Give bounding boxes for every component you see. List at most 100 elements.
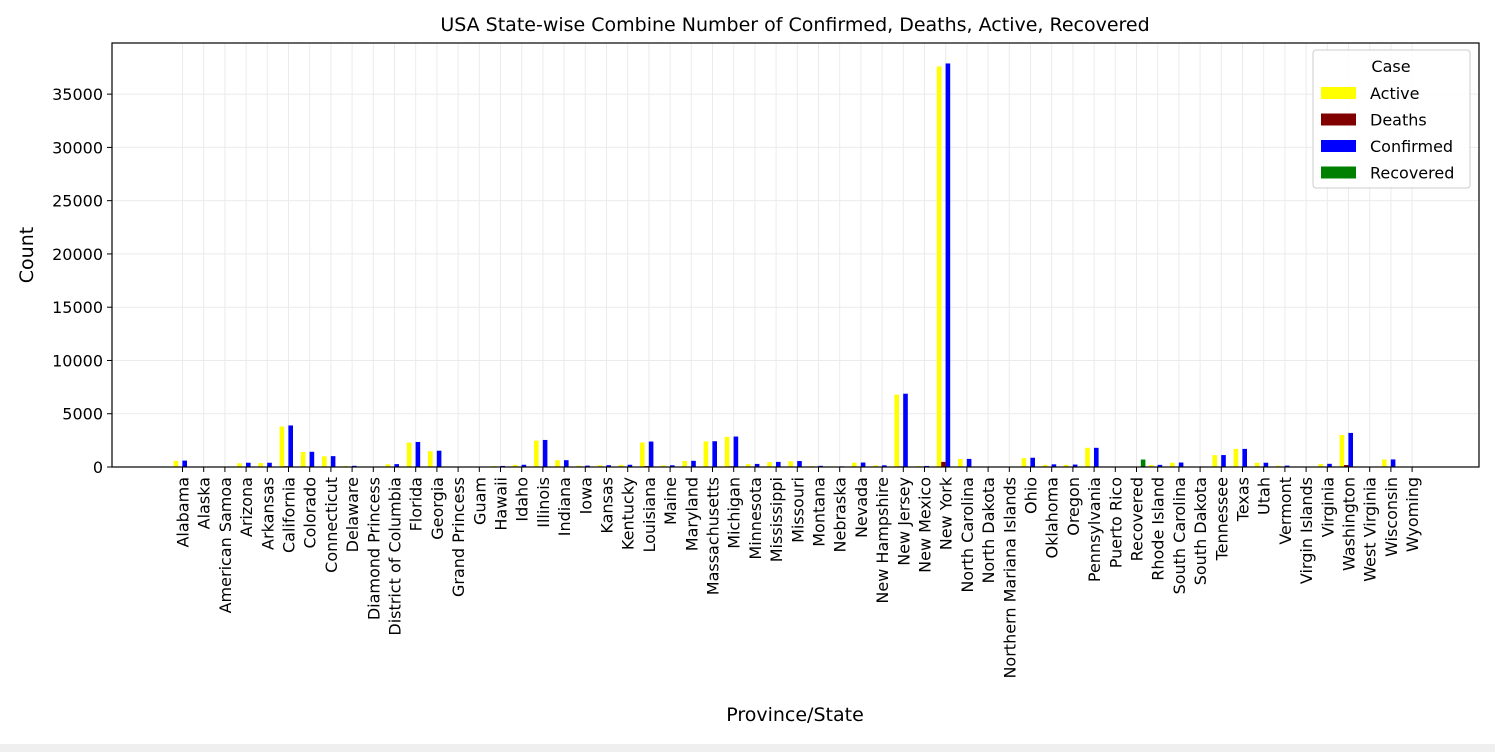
bar-active xyxy=(385,464,391,467)
x-tick-label: South Carolina xyxy=(1170,477,1189,594)
bar-deaths xyxy=(941,461,946,467)
x-tick-label: Texas xyxy=(1234,477,1253,522)
bar-active xyxy=(682,461,687,467)
bar-active xyxy=(258,462,263,467)
bar-active xyxy=(300,452,306,467)
x-tick-label: Diamond Princess xyxy=(364,477,383,620)
bar-confirmed xyxy=(1072,464,1078,467)
x-axis: Alabama Alaska American Samoa Arizona Arkans… xyxy=(174,467,1422,679)
x-tick-label: Michigan xyxy=(725,477,744,549)
x-tick-label: New Jersey xyxy=(894,477,913,566)
bar-active xyxy=(534,440,539,467)
bar-confirmed xyxy=(394,464,399,467)
x-tick-label: Connecticut xyxy=(322,477,341,573)
y-axis: 0 5000 10000 15000 20000 25000 30000 35000 xyxy=(52,85,112,477)
x-tick-label: Wisconsin xyxy=(1382,477,1401,557)
legend-frame xyxy=(1312,49,1471,189)
gridlines xyxy=(112,43,1479,468)
x-tick-label: Missouri xyxy=(788,477,807,543)
bar-confirmed xyxy=(288,425,293,467)
bar-confirmed xyxy=(860,462,866,467)
x-tick-label: Illinois xyxy=(534,477,553,528)
y-axis-label: Count xyxy=(16,227,38,283)
bar-active xyxy=(428,451,433,467)
bar-active xyxy=(555,460,560,467)
bar-confirmed xyxy=(627,464,633,467)
bar-confirmed xyxy=(945,63,951,467)
bar-active xyxy=(1064,464,1069,467)
bar-confirmed xyxy=(1263,462,1269,467)
bar-confirmed xyxy=(246,462,251,467)
x-tick-label: New Mexico xyxy=(916,477,935,573)
x-tick-label: Indiana xyxy=(555,477,574,536)
bar-active xyxy=(1021,458,1027,467)
y-tick-label: 5000 xyxy=(62,405,103,424)
bar-recovered xyxy=(1140,459,1146,467)
x-tick-label: Arizona xyxy=(237,477,256,537)
bar-confirmed xyxy=(521,464,527,467)
y-tick-label: 10000 xyxy=(52,351,103,370)
bar-active xyxy=(894,394,899,467)
legend: Case Active Deaths Confirmed Recovered xyxy=(1312,49,1471,189)
legend-label-recovered: Recovered xyxy=(1370,164,1454,183)
bar-confirmed xyxy=(712,441,717,467)
legend-label-deaths: Deaths xyxy=(1370,111,1427,130)
plot-area-frame xyxy=(111,42,1480,468)
bar-active xyxy=(724,436,730,467)
x-tick-label: Northern Mariana Islands xyxy=(1000,477,1019,679)
bar-confirmed xyxy=(1030,457,1035,467)
x-tick-label: Louisiana xyxy=(640,477,659,553)
y-tick-label: 20000 xyxy=(52,245,103,264)
x-tick-label: Ohio xyxy=(1022,477,1041,514)
x-tick-label: Recovered xyxy=(1128,477,1147,561)
x-tick-label: New Hampshire xyxy=(873,477,892,604)
bar-active xyxy=(1212,455,1217,467)
bar-active xyxy=(279,426,285,467)
x-tick-label: West Virginia xyxy=(1361,477,1380,582)
x-tick-label: Minnesota xyxy=(746,477,765,560)
bar-active xyxy=(597,465,603,467)
x-tick-label: Virgin Islands xyxy=(1297,477,1316,584)
x-tick-label: Pennsylvania xyxy=(1085,477,1104,582)
x-tick-label: Nebraska xyxy=(831,477,850,552)
bar-confirmed xyxy=(1051,464,1057,467)
y-tick-label: 35000 xyxy=(52,85,103,104)
x-tick-label: American Samoa xyxy=(216,477,235,613)
bar-confirmed xyxy=(1327,463,1332,467)
x-tick-label: Alaska xyxy=(195,477,214,529)
bar-active xyxy=(237,463,242,467)
bottom-strip xyxy=(0,744,1495,752)
x-tick-label: Rhode Island xyxy=(1149,477,1168,581)
bar-confirmed xyxy=(415,441,421,467)
bar-confirmed xyxy=(670,465,675,467)
bar-active xyxy=(1382,459,1387,467)
x-tick-label: Grand Princess xyxy=(449,477,468,597)
x-tick-label: North Dakota xyxy=(979,477,998,584)
x-tick-label: Kansas xyxy=(598,477,617,534)
bar-active xyxy=(618,464,624,467)
x-tick-label: Hawaii xyxy=(492,477,511,531)
bar-active xyxy=(640,442,645,467)
x-tick-label: Georgia xyxy=(428,477,447,540)
bar-active xyxy=(173,460,179,467)
x-tick-label: Tennessee xyxy=(1212,477,1231,561)
x-tick-label: Puerto Rico xyxy=(1106,477,1125,568)
x-tick-label: Kentucky xyxy=(619,477,638,550)
x-tick-label: Wyoming xyxy=(1403,477,1422,552)
bar-active xyxy=(1254,462,1260,467)
bar-confirmed xyxy=(436,450,442,467)
x-tick-label: New York xyxy=(937,476,956,550)
bar-active xyxy=(746,464,751,467)
x-tick-label: Colorado xyxy=(301,477,320,549)
bar-active xyxy=(788,461,793,467)
x-tick-label: Florida xyxy=(407,477,426,531)
x-tick-label: Iowa xyxy=(576,477,595,514)
x-tick-label: Vermont xyxy=(1276,477,1295,545)
bar-confirmed xyxy=(776,461,781,467)
x-tick-label: Maryland xyxy=(682,477,701,551)
x-tick-label: Montana xyxy=(810,477,829,547)
x-tick-label: Mississippi xyxy=(767,477,786,562)
bar-confirmed xyxy=(1094,447,1099,467)
x-tick-label: South Dakota xyxy=(1191,477,1210,585)
legend-title: Case xyxy=(1371,57,1410,76)
